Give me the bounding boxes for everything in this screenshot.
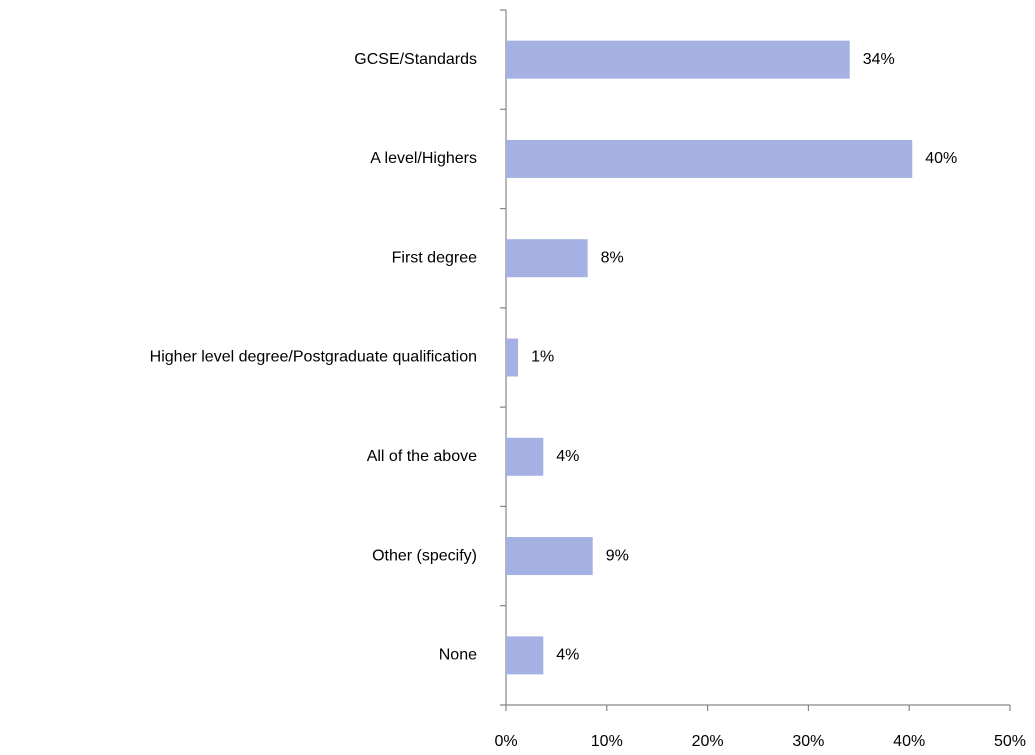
data-label: 9% bbox=[606, 547, 629, 564]
bar bbox=[506, 537, 593, 576]
y-tick-label: All of the above bbox=[367, 448, 477, 465]
data-label: 8% bbox=[601, 249, 624, 266]
x-tick-label: 20% bbox=[692, 733, 724, 750]
data-label: 34% bbox=[863, 51, 895, 68]
y-tick-label: A level/Highers bbox=[370, 150, 477, 167]
y-tick-label: Higher level degree/Postgraduate qualifi… bbox=[150, 349, 477, 366]
y-tick-label: GCSE/Standards bbox=[354, 51, 477, 68]
bar bbox=[506, 139, 913, 178]
data-label: 4% bbox=[556, 448, 579, 465]
bar bbox=[506, 437, 544, 476]
x-tick-label: 10% bbox=[591, 733, 623, 750]
x-tick-label: 40% bbox=[893, 733, 925, 750]
bar bbox=[506, 636, 544, 675]
x-tick-label: 50% bbox=[994, 733, 1026, 750]
x-tick-label: 30% bbox=[792, 733, 824, 750]
y-tick-label: Other (specify) bbox=[372, 547, 477, 564]
data-label: 40% bbox=[925, 150, 957, 167]
data-label: 1% bbox=[531, 349, 554, 366]
y-tick-label: First degree bbox=[392, 249, 477, 266]
x-tick-label: 0% bbox=[494, 733, 517, 750]
bar bbox=[506, 338, 519, 377]
y-tick-label: None bbox=[439, 647, 477, 664]
data-label: 4% bbox=[556, 647, 579, 664]
bar bbox=[506, 40, 850, 79]
bar bbox=[506, 239, 588, 278]
